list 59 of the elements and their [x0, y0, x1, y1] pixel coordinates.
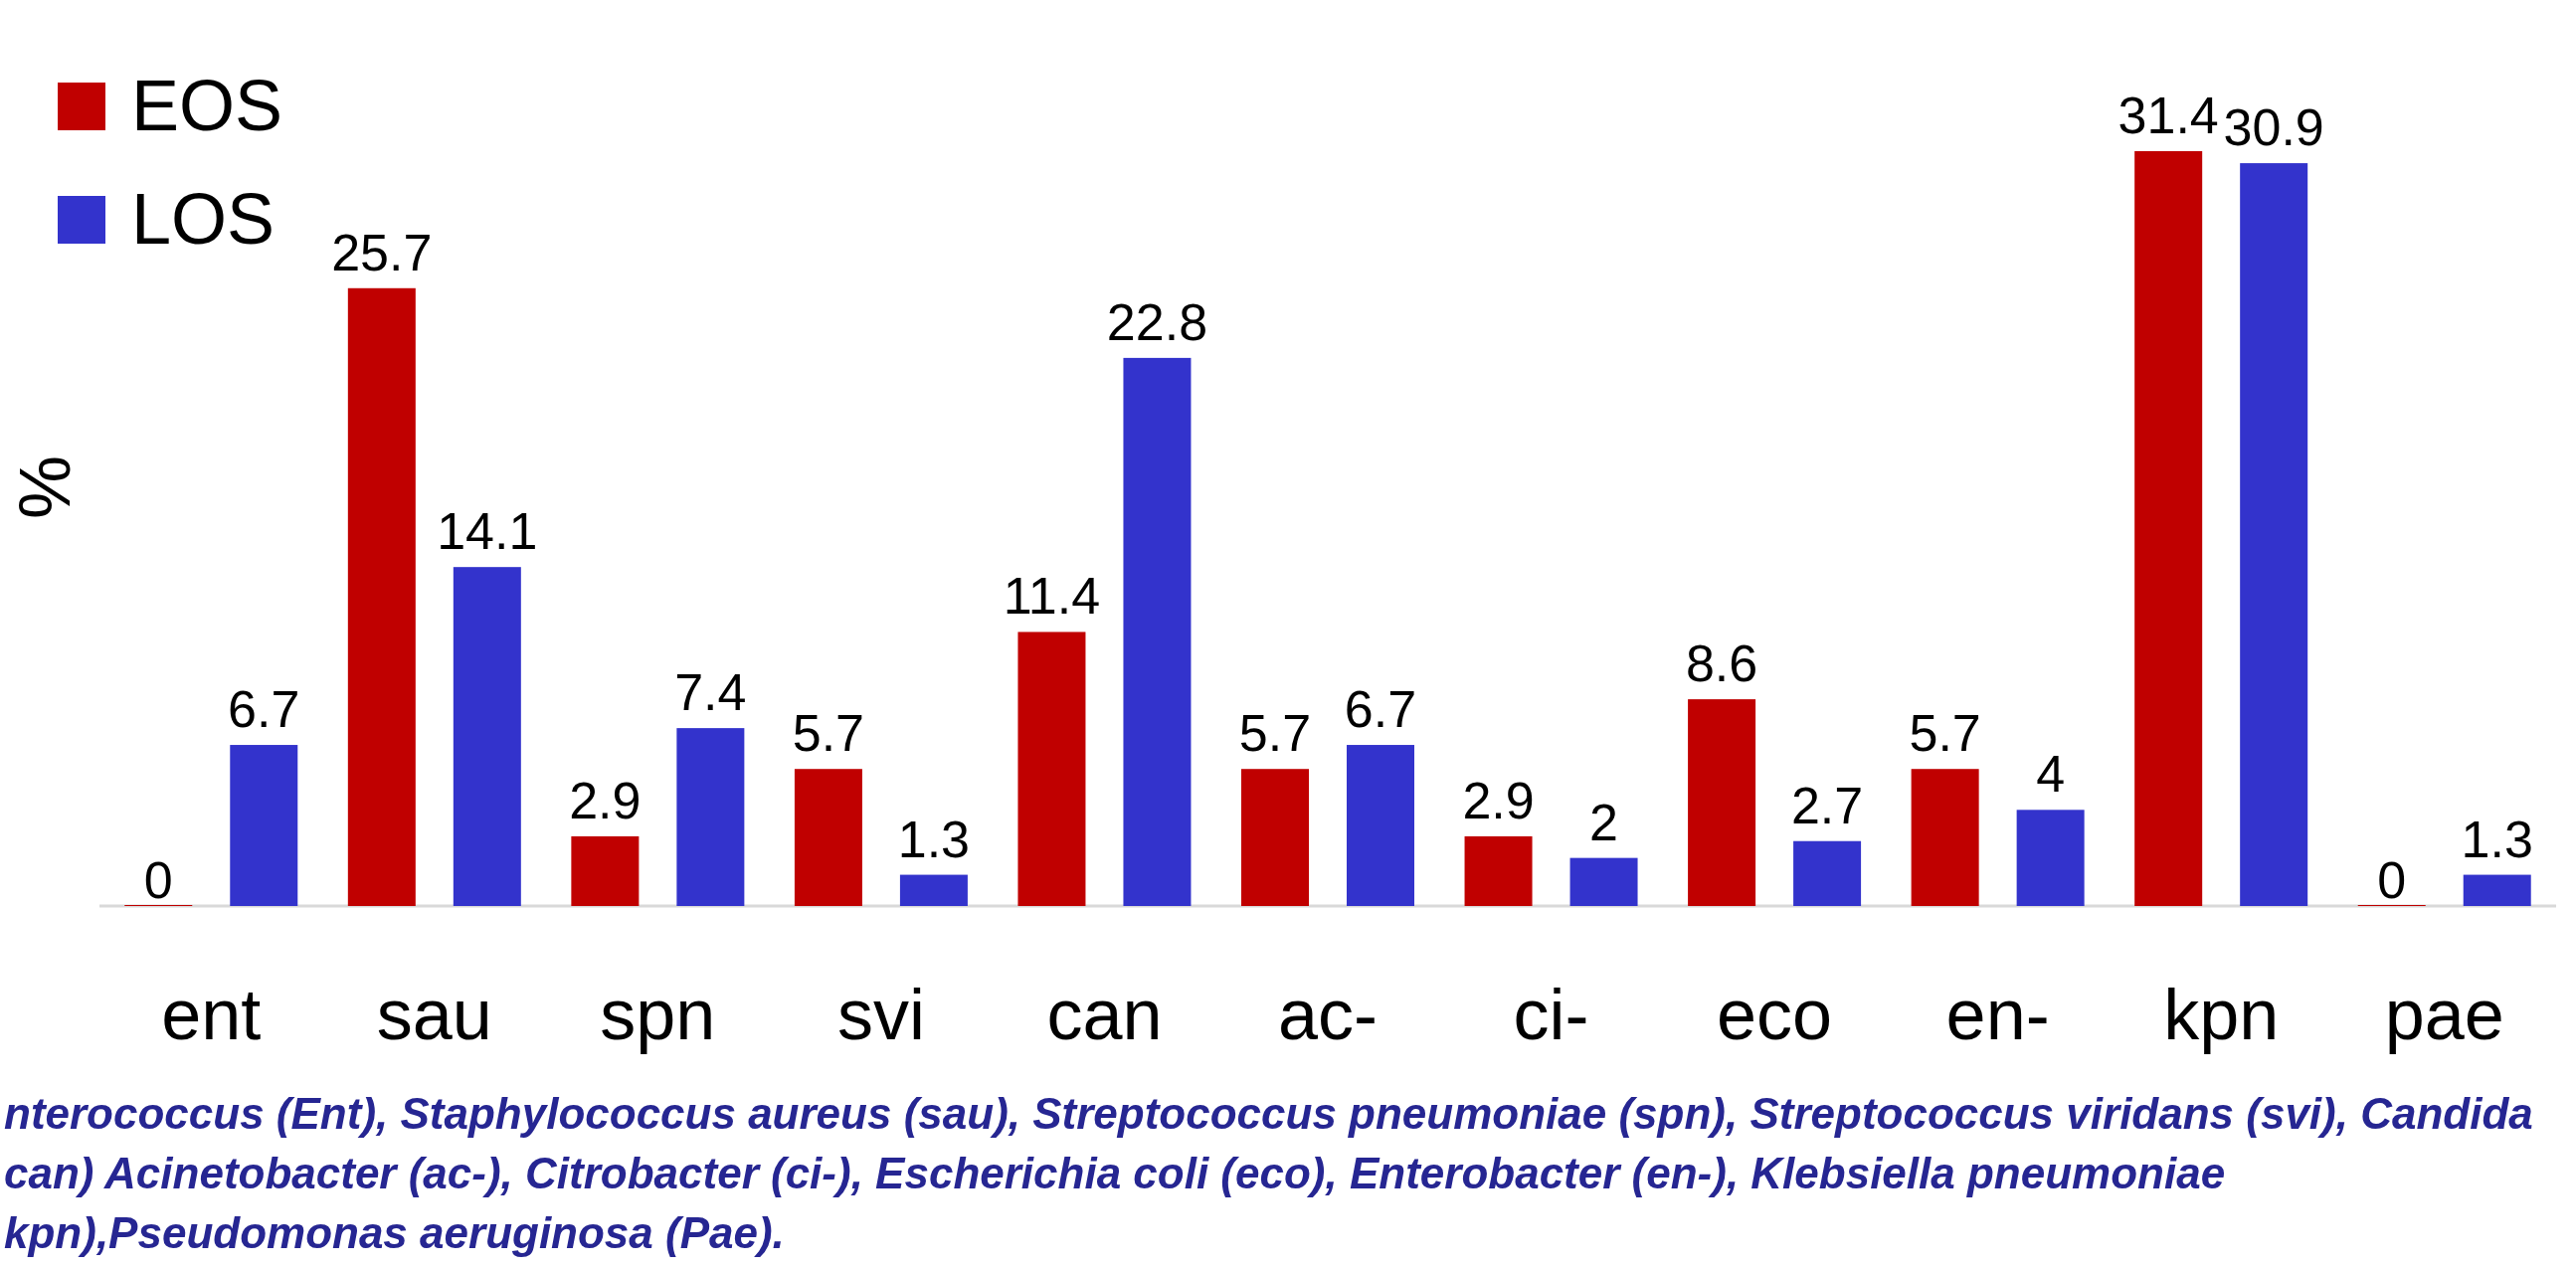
data-label: 14.1 — [437, 502, 538, 561]
bar — [1017, 632, 1086, 906]
bar — [347, 287, 416, 906]
bar — [1793, 840, 1862, 906]
x-tick-label: ac- — [1277, 975, 1379, 1054]
x-tick-label: svi — [836, 975, 925, 1054]
data-label: 1.3 — [897, 810, 971, 868]
data-label: 8.6 — [1685, 635, 1758, 693]
bar — [1464, 835, 1533, 906]
bar — [2463, 874, 2531, 906]
data-label: 2.9 — [569, 771, 642, 829]
bar — [1241, 769, 1309, 906]
data-label: 2.9 — [1462, 771, 1535, 829]
data-label: 5.7 — [1909, 704, 1981, 763]
bar — [1569, 857, 1638, 906]
data-label: 0 — [143, 851, 173, 909]
data-label: 6.7 — [228, 680, 300, 739]
x-tick-label: can — [1046, 975, 1163, 1054]
legend-label: EOS — [131, 66, 283, 145]
data-label: 1.3 — [2461, 810, 2533, 868]
data-label: 6.7 — [1344, 680, 1417, 739]
data-label: 22.8 — [1106, 292, 1208, 351]
bar — [2016, 810, 2085, 906]
x-tick-label: pae — [2384, 975, 2504, 1054]
data-label: 2.7 — [1790, 776, 1864, 834]
data-label: 31.4 — [2117, 87, 2219, 144]
x-tick-label: spn — [600, 975, 716, 1054]
legend-label: LOS — [131, 179, 276, 259]
bar — [1911, 769, 1979, 906]
data-label: 4 — [2036, 745, 2066, 804]
data-label: 5.7 — [1238, 704, 1312, 763]
data-label: 30.9 — [2223, 98, 2324, 157]
data-label: 25.7 — [331, 223, 433, 281]
bar — [1688, 699, 1756, 906]
x-tick-label: kpn — [2163, 975, 2280, 1054]
x-tick-label: sau — [376, 975, 492, 1054]
bar — [2134, 151, 2203, 906]
data-label: 7.4 — [674, 663, 747, 722]
bar — [899, 874, 968, 906]
bar — [676, 728, 745, 906]
bar — [2240, 163, 2308, 906]
x-tick-label: ent — [161, 975, 262, 1054]
data-label: 11.4 — [1003, 567, 1101, 626]
bar — [453, 567, 521, 906]
data-label: 0 — [2377, 851, 2407, 909]
y-axis-title: % — [5, 454, 85, 520]
text: nterococcus (Ent), Staphylococcus aureus (sau), Streptococcus pneumoniae (spn), Streptococcus viridans (svi), Candida — [4, 1089, 2533, 1138]
x-tick-label: ci- — [1513, 975, 1589, 1054]
bar — [571, 835, 640, 906]
text: can) Acinetobacter (ac-), Citrobacter (ci-), Escherichia coli (eco), Enterobacter (en-), Klebsiella pneumoniae — [4, 1149, 2226, 1197]
x-tick-label: en- — [1945, 975, 2050, 1054]
x-tick-label: eco — [1717, 975, 1833, 1054]
bar — [1347, 745, 1414, 906]
data-label: 2 — [1589, 793, 1619, 851]
bar — [794, 769, 862, 906]
data-label: 5.7 — [792, 704, 865, 763]
text: kpn),Pseudomonas aeruginosa (Pae). — [4, 1208, 785, 1257]
bar — [1123, 357, 1192, 906]
bar — [230, 745, 298, 906]
